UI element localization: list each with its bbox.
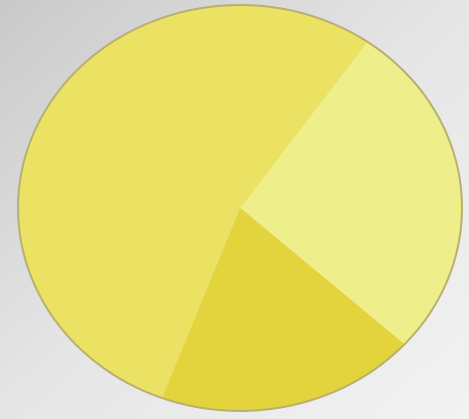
pie-border xyxy=(17,4,463,412)
